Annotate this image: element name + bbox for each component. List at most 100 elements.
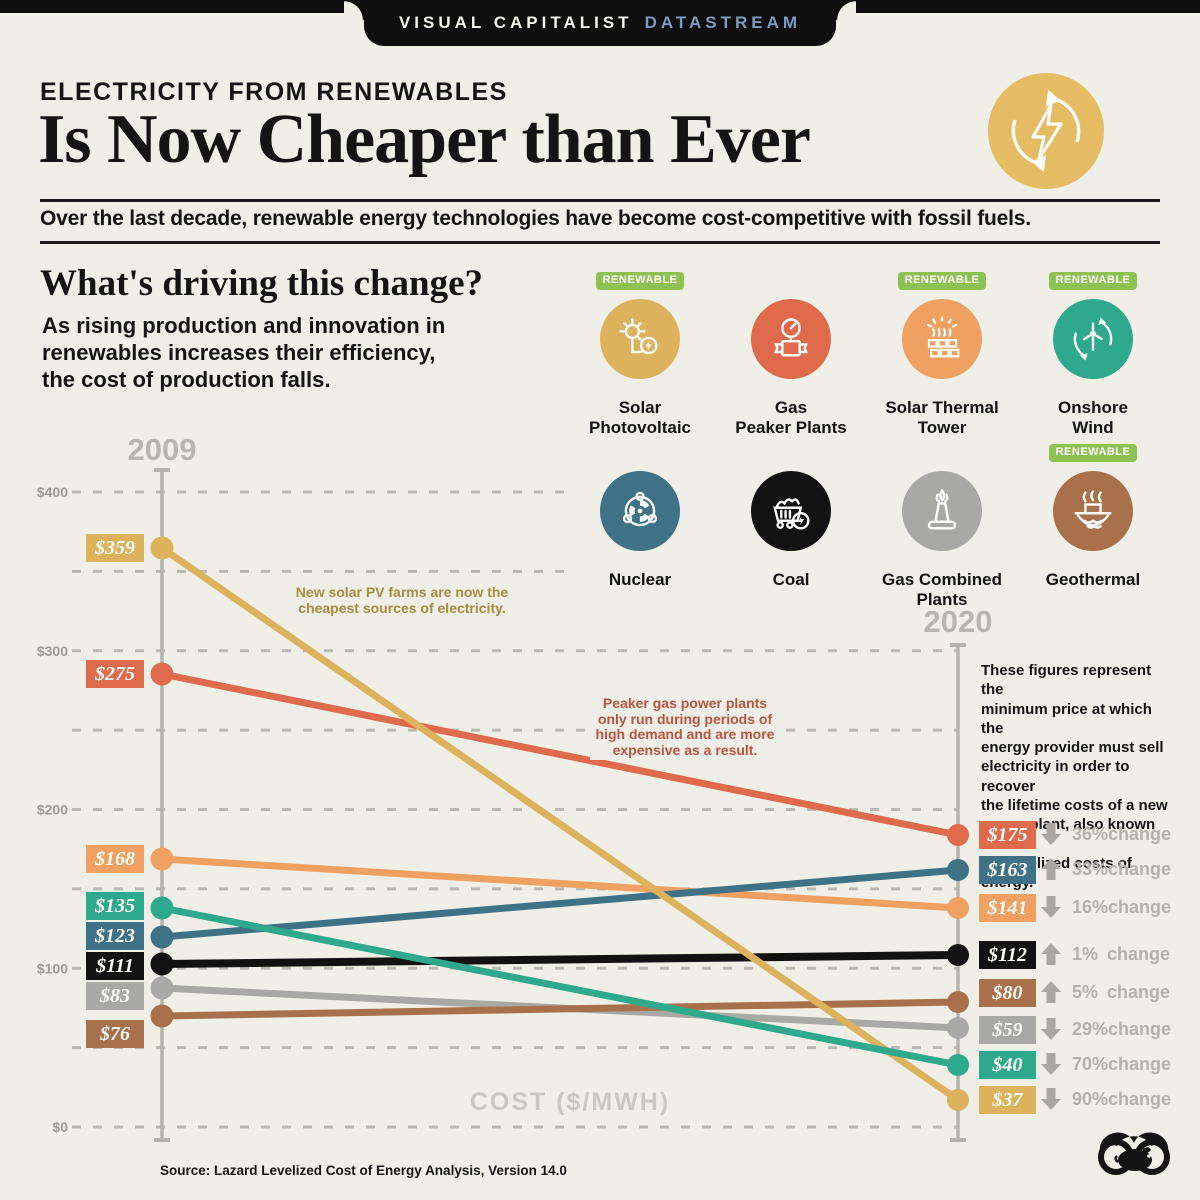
slope-line-nuclear (158, 866, 962, 941)
dot-2009-gas_peaker (150, 662, 174, 686)
legend-item-label: Coal (772, 570, 810, 589)
legend-item-label: Solar Thermal Tower (885, 398, 999, 437)
gas-peaker-icon (751, 299, 831, 379)
dot-2009-coal (150, 952, 174, 976)
change-pct: 5% (1072, 981, 1099, 1002)
section-body: As rising production and innovation in r… (42, 313, 446, 392)
change-row-gas_combined: 29% change (1040, 1017, 1171, 1041)
year-label-2009: 2009 (128, 432, 197, 467)
renewable-badge: RENEWABLE (595, 272, 685, 290)
dot-2020-coal (947, 944, 969, 966)
change-word: change (1108, 858, 1172, 879)
dot-2020-solar_thermal (947, 897, 969, 919)
change-row-solar_pv: 90% change (1040, 1087, 1171, 1111)
kicker: ELECTRICITY FROM RENEWABLES (40, 78, 508, 106)
value-label-2020-geothermal: $80 (979, 979, 1036, 1007)
value-label-2009-coal: $111 (86, 952, 144, 980)
solar-pv-icon (600, 299, 680, 379)
value-label-2020-coal: $112 (979, 941, 1036, 969)
value-label-2009-gas_peaker: $275 (86, 660, 144, 688)
change-row-coal: 1% change (1040, 942, 1170, 966)
banner-brand: VISUAL CAPITALIST (398, 13, 633, 32)
dot-2020-gas_peaker (947, 824, 969, 846)
value-label-2009-nuclear: $123 (86, 922, 144, 950)
coal-cart-icon (751, 471, 831, 551)
legend-item-label: Onshore Wind (1058, 398, 1128, 437)
change-word: change (1108, 896, 1172, 917)
subtitle: Over the last decade, renewable energy t… (40, 207, 1031, 230)
slope-line-coal (158, 951, 962, 968)
banner-product: DATASTREAM (644, 13, 802, 32)
banner-shoulder-right (836, 0, 856, 20)
change-pct: 90% (1072, 1088, 1109, 1109)
change-row-onshore_wind: 70% change (1040, 1052, 1171, 1076)
value-label-2020-solar_thermal: $141 (979, 894, 1036, 922)
dot-2009-onshore_wind (150, 896, 174, 920)
arrow-down-icon (1041, 823, 1061, 845)
change-row-geothermal: 5% change (1040, 980, 1170, 1004)
legend-item-gas_peaker: RENEWABLEGas Peaker Plants (718, 272, 864, 444)
change-word: change (1108, 1018, 1172, 1039)
page-title: Is Now Cheaper than Ever (38, 101, 811, 178)
arrow-down-icon (1041, 1053, 1061, 1075)
renewable-badge: RENEWABLE (1048, 272, 1138, 290)
arrow-up-icon (1041, 858, 1061, 880)
nuclear-icon (600, 471, 680, 551)
renewable-badge: RENEWABLE (1048, 444, 1138, 462)
legend-item-gas_combined: RENEWABLEGas Combined Plants (869, 444, 1015, 616)
value-label-2020-gas_combined: $59 (979, 1016, 1036, 1044)
section-heading: What's driving this change? (40, 263, 484, 304)
value-label-2009-onshore_wind: $135 (86, 892, 144, 920)
cost-axis-label: COST ($/MWH) (470, 1088, 670, 1116)
slope-line-solar_thermal (158, 855, 962, 912)
annotation-solar-pv: New solar PV farms are now the cheapest … (288, 583, 516, 618)
value-label-2020-onshore_wind: $40 (979, 1051, 1036, 1079)
dot-2009-solar_thermal (150, 847, 174, 871)
change-pct: 29% (1072, 1018, 1109, 1039)
change-pct: 16% (1072, 896, 1109, 917)
legend-item-label: Gas Combined Plants (882, 570, 1002, 609)
dot-2009-gas_combined (150, 976, 174, 1000)
year-label-2020: 2020 (924, 604, 993, 639)
dot-2020-nuclear (947, 859, 969, 881)
y-tick-label-100: $100 (37, 960, 68, 976)
change-word: change (1107, 981, 1171, 1002)
arrow-down-icon (1041, 1088, 1061, 1110)
value-label-2009-solar_pv: $359 (86, 534, 144, 562)
value-label-2009-gas_combined: $83 (86, 982, 144, 1010)
dot-2009-nuclear (150, 925, 174, 949)
change-word: change (1108, 823, 1172, 844)
legend-item-nuclear: RENEWABLENuclear (567, 444, 713, 616)
value-label-2009-geothermal: $76 (86, 1020, 144, 1048)
arrow-down-icon (1041, 1018, 1061, 1040)
geothermal-icon (1053, 471, 1133, 551)
dot-2020-onshore_wind (947, 1054, 969, 1076)
change-row-nuclear: 33% change (1040, 857, 1171, 881)
y-tick-label-200: $200 (37, 802, 68, 818)
wind-turbine-icon (1053, 299, 1133, 379)
banner: VISUAL CAPITALIST DATASTREAM (344, 0, 856, 46)
annotation-gas-peaker: Peaker gas power plants only run during … (590, 694, 780, 760)
divider (40, 241, 1160, 244)
arrow-up-icon (1041, 981, 1061, 1003)
change-row-solar_thermal: 16% change (1040, 895, 1171, 919)
dot-2020-geothermal (947, 991, 969, 1013)
dot-2020-gas_combined (947, 1017, 969, 1039)
dot-2009-geothermal (150, 1004, 174, 1028)
slope-line-gas_peaker (158, 670, 962, 839)
slope-line-onshore_wind (158, 904, 962, 1069)
legend-item-solar_thermal: RENEWABLE Solar Thermal Tower (869, 272, 1015, 444)
source-note: Source: Lazard Levelized Cost of Energy … (160, 1163, 567, 1178)
change-word: change (1108, 1053, 1172, 1074)
value-label-2020-solar_pv: $37 (979, 1086, 1036, 1114)
y-tick-label-0: $0 (52, 1119, 68, 1135)
legend-item-solar_pv: RENEWABLE Solar Photovoltaic (567, 272, 713, 444)
dot-2020-solar_pv (947, 1089, 969, 1111)
change-word: change (1107, 943, 1171, 964)
divider (40, 199, 1160, 202)
legend-item-coal: RENEWABLECoal (718, 444, 864, 616)
recycle-lightning-icon (987, 72, 1105, 195)
arrow-down-icon (1041, 896, 1061, 918)
